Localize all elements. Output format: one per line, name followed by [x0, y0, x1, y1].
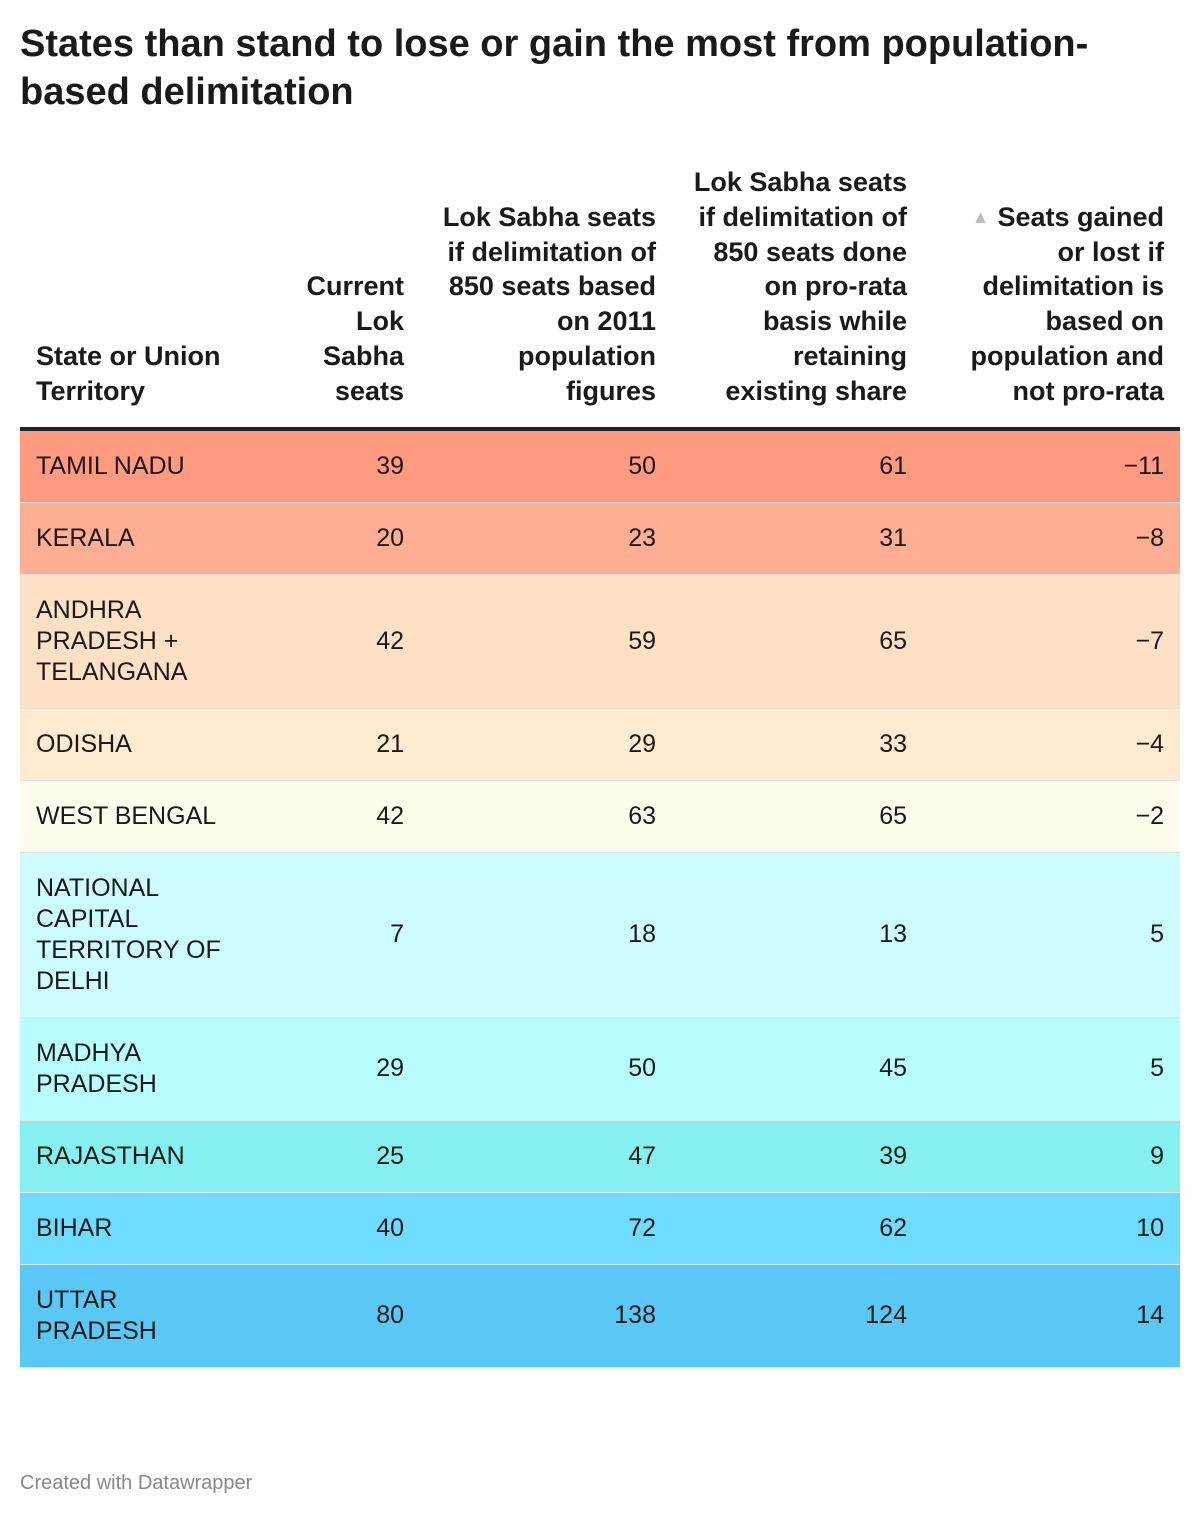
- pro-rata-seats-cell: 65: [672, 574, 923, 709]
- seat-change-cell: −7: [923, 574, 1180, 709]
- seat-change-cell: 5: [923, 1017, 1180, 1121]
- current-seats-cell: 25: [260, 1120, 420, 1193]
- population-based-seats-cell: 50: [420, 428, 672, 503]
- population-based-seats-cell: 23: [420, 502, 672, 575]
- pro-rata-seats-cell: 45: [672, 1017, 923, 1121]
- column-header-state[interactable]: State or Union Territory: [20, 165, 260, 431]
- current-seats-cell: 29: [260, 1017, 420, 1121]
- state-name-cell: BIHAR: [20, 1192, 260, 1265]
- seat-change-cell: 5: [923, 852, 1180, 1018]
- delimitation-table: State or Union Territory Current Lok Sab…: [20, 165, 1180, 1368]
- seat-change-cell: −4: [923, 708, 1180, 781]
- seat-change-cell: −2: [923, 780, 1180, 853]
- pro-rata-seats-cell: 13: [672, 852, 923, 1018]
- current-seats-cell: 20: [260, 502, 420, 575]
- table-row: TAMIL NADU 39 50 61 −11: [20, 428, 1180, 503]
- table-row: BIHAR 40 72 62 10: [20, 1192, 1180, 1265]
- column-header-pro-rata-seats[interactable]: Lok Sabha seats if delimitation of 850 s…: [672, 165, 923, 431]
- state-name-cell: KERALA: [20, 502, 260, 575]
- population-based-seats-cell: 63: [420, 780, 672, 853]
- current-seats-cell: 39: [260, 428, 420, 503]
- population-based-seats-cell: 29: [420, 708, 672, 781]
- current-seats-cell: 42: [260, 574, 420, 709]
- state-name-cell: TAMIL NADU: [20, 428, 260, 503]
- population-based-seats-cell: 47: [420, 1120, 672, 1193]
- population-based-seats-cell: 59: [420, 574, 672, 709]
- state-name-cell: RAJASTHAN: [20, 1120, 260, 1193]
- pro-rata-seats-cell: 65: [672, 780, 923, 853]
- seat-change-cell: 14: [923, 1264, 1180, 1368]
- column-header-population-based-seats[interactable]: Lok Sabha seats if delimitation of 850 s…: [420, 165, 672, 431]
- column-header-current-seats[interactable]: Current Lok Sabha seats: [260, 165, 420, 431]
- pro-rata-seats-cell: 124: [672, 1264, 923, 1368]
- population-based-seats-cell: 72: [420, 1192, 672, 1265]
- current-seats-cell: 21: [260, 708, 420, 781]
- population-based-seats-cell: 18: [420, 852, 672, 1018]
- datawrapper-credit: Created with Datawrapper: [20, 1472, 253, 1494]
- table-row: ODISHA 21 29 33 −4: [20, 708, 1180, 781]
- column-header-seats-gained-or-lost[interactable]: ▲ Seats gained or lost if delimitation is…: [923, 165, 1180, 431]
- seat-change-cell: −11: [923, 428, 1180, 503]
- table-row: ANDHRA PRADESH + TELANGANA 42 59 65 −7: [20, 574, 1180, 709]
- current-seats-cell: 42: [260, 780, 420, 853]
- population-based-seats-cell: 50: [420, 1017, 672, 1121]
- table-row: RAJASTHAN 25 47 39 9: [20, 1120, 1180, 1193]
- pro-rata-seats-cell: 39: [672, 1120, 923, 1193]
- seat-change-cell: 9: [923, 1120, 1180, 1193]
- pro-rata-seats-cell: 61: [672, 428, 923, 503]
- table-row: KERALA 20 23 31 −8: [20, 502, 1180, 575]
- state-name-cell: MADHYA PRADESH: [20, 1017, 260, 1121]
- pro-rata-seats-cell: 31: [672, 502, 923, 575]
- pro-rata-seats-cell: 62: [672, 1192, 923, 1265]
- state-name-cell: NATIONAL CAPITAL TERRITORY OF DELHI: [20, 852, 260, 1018]
- pro-rata-seats-cell: 33: [672, 708, 923, 781]
- seat-change-cell: −8: [923, 502, 1180, 575]
- current-seats-cell: 40: [260, 1192, 420, 1265]
- population-based-seats-cell: 138: [420, 1264, 672, 1368]
- state-name-cell: ODISHA: [20, 708, 260, 781]
- table-row: UTTAR PRADESH 80 138 124 14: [20, 1264, 1180, 1368]
- table-header-row: State or Union Territory Current Lok Sab…: [20, 165, 1180, 431]
- state-name-cell: UTTAR PRADESH: [20, 1264, 260, 1368]
- seat-change-cell: 10: [923, 1192, 1180, 1265]
- state-name-cell: ANDHRA PRADESH + TELANGANA: [20, 574, 260, 709]
- current-seats-cell: 80: [260, 1264, 420, 1368]
- sort-ascending-icon: ▲: [971, 206, 990, 227]
- current-seats-cell: 7: [260, 852, 420, 1018]
- chart-title: States than stand to lose or gain the mo…: [20, 23, 1089, 113]
- table-row: WEST BENGAL 42 63 65 −2: [20, 780, 1180, 853]
- table-row: NATIONAL CAPITAL TERRITORY OF DELHI 7 18 13…: [20, 852, 1180, 1018]
- table-row: MADHYA PRADESH 29 50 45 5: [20, 1017, 1180, 1121]
- state-name-cell: WEST BENGAL: [20, 780, 260, 853]
